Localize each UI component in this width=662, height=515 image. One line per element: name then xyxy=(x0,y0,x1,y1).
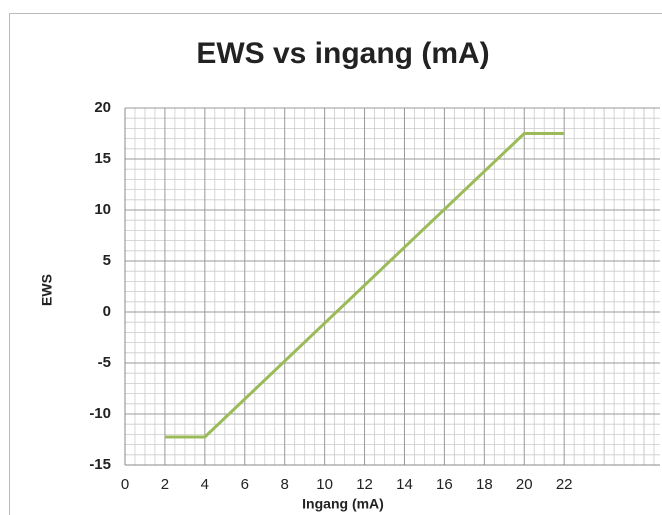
y-tick-label: 5 xyxy=(103,252,111,269)
line-series xyxy=(164,132,565,439)
x-tick-label: 18 xyxy=(476,476,493,493)
x-tick-label: 4 xyxy=(201,476,209,493)
x-tick-label: 2 xyxy=(161,476,169,493)
y-tick-label: -10 xyxy=(89,405,111,422)
y-tick-label: 0 xyxy=(103,303,111,320)
x-axis-label: Ingang (mA) xyxy=(302,496,384,512)
y-tick-label: 10 xyxy=(94,201,111,218)
chart-frame xyxy=(9,13,662,515)
x-tick-label: 6 xyxy=(241,476,249,493)
x-tick-label: 8 xyxy=(281,476,289,493)
y-tick-label: -5 xyxy=(98,354,111,371)
x-tick-label: 20 xyxy=(516,476,533,493)
x-tick-label: 10 xyxy=(316,476,333,493)
y-tick-label: -15 xyxy=(89,456,111,473)
chart-title: EWS vs ingang (mA) xyxy=(196,37,489,70)
y-tick-label: 20 xyxy=(94,99,111,116)
x-tick-label: 14 xyxy=(396,476,413,493)
y-axis-label: EWS xyxy=(39,274,55,306)
x-tick-label: 0 xyxy=(121,476,129,493)
x-tick-label: 16 xyxy=(436,476,453,493)
x-tick-label: 12 xyxy=(356,476,373,493)
y-tick-label: 15 xyxy=(94,150,111,167)
x-tick-label: 22 xyxy=(556,476,573,493)
